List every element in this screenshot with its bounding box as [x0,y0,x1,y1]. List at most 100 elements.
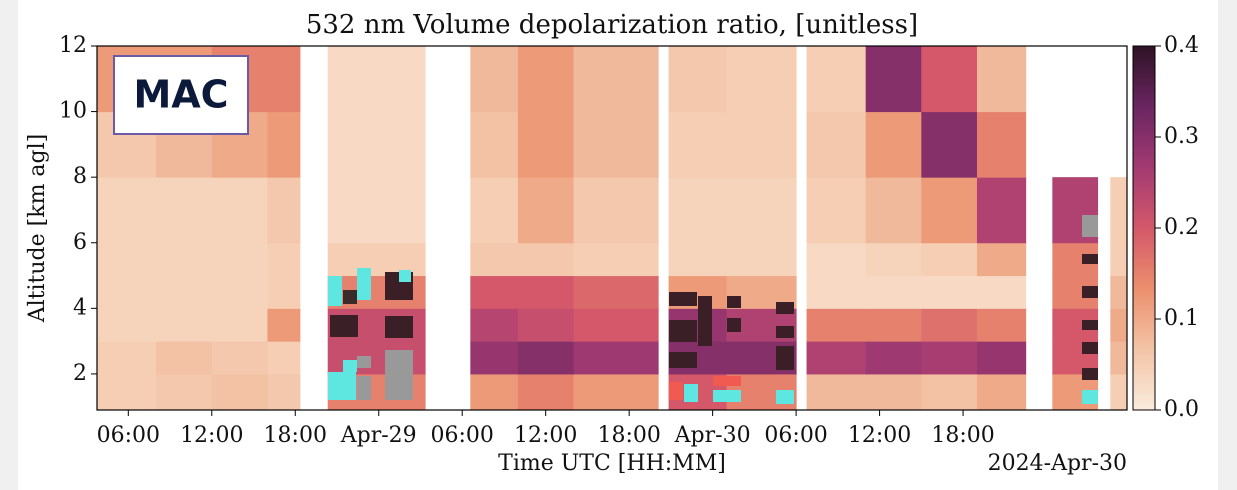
heatmap-cell [267,373,301,411]
heatmap-cell [1110,275,1128,309]
x-tick-label: 12:00 [514,423,577,448]
heatmap-cell [211,341,268,375]
plot-frame [96,45,1128,411]
heatmap-cell [573,177,659,244]
heatmap-cell [573,46,659,113]
heatmap-cell [156,275,213,309]
annotation: MAC [133,73,228,117]
heatmap-cell [156,242,213,277]
heatmap-cell [156,373,213,411]
heatmap-cell [573,242,659,277]
x-tick-label: 06:00 [97,423,160,448]
x-tick-label: 06:00 [764,423,827,448]
heatmap-cell [267,275,301,309]
heatmap-cell [267,111,301,178]
heatmap-cell [97,275,157,309]
heatmap-cell [976,341,1027,375]
x-axis-label: Time UTC [HH:MM] [498,451,726,476]
x-tick-label: 18:00 [264,423,327,448]
y-tick-label: 6 [73,230,87,255]
heatmap-cell [865,373,922,411]
heatmap-cell [573,341,659,375]
heatmap-cell [865,308,922,342]
heatmap-cell [806,308,867,342]
heatmap-cell [517,242,575,277]
heatmap-cell [921,275,978,309]
heatmap-cell [267,341,301,375]
heatmap-cell [517,111,575,178]
heatmap-cell [921,373,978,411]
heatmap-cell [470,341,519,375]
heatmap-cell [865,111,922,178]
heatmap-cell [865,242,922,277]
heatmap-cell [1110,177,1128,244]
colorbar-tick-label: 0.0 [1164,397,1199,422]
heatmap-cell [668,177,728,244]
heatmap-cell [211,242,268,277]
colorbar-tick-label: 0.1 [1164,306,1199,331]
heatmap-cell [327,46,426,113]
heatmap-cell [806,341,867,375]
chart-title: 532 nm Volume depolarization ratio, [uni… [306,10,918,40]
heatmap-cell [976,177,1027,244]
x-tick-label: Apr-29 [340,423,417,448]
heatmap-cell [156,341,213,375]
y-axis-label: Altitude [km agl] [25,134,50,324]
heatmap-cell [211,373,268,411]
heatmap-cell [976,308,1027,342]
heatmap-cell [573,111,659,178]
heatmap-cell [976,373,1027,411]
heatmap-cell [921,308,978,342]
x-tick-label: 12:00 [180,423,243,448]
y-tick-label: 10 [59,99,87,124]
heatmap-cell [327,111,426,178]
heatmap-cell [573,308,659,342]
heatmap-cell [156,308,213,342]
heatmap-cell [976,111,1027,178]
heatmap-cell [806,177,867,244]
heatmap-cell [726,111,797,178]
heatmap-cell [865,46,922,113]
heatmap-cell [97,341,157,375]
heatmap-cell [470,242,519,277]
heatmap-cell [726,242,797,277]
heatmap-cell [573,373,659,411]
x-tick-label: 18:00 [931,423,994,448]
heatmap-cell [668,242,728,277]
heatmap-cell [573,275,659,309]
heatmap-cell [1110,308,1128,342]
heatmap-cell [517,373,575,411]
heatmap-cell [470,373,519,411]
heatmap-cell [865,275,922,309]
heatmap-cell [865,341,922,375]
heatmap-cell [921,111,978,178]
heatmap-cell [470,111,519,178]
y-tick-label: 8 [73,164,87,189]
heatmap-cell [97,373,157,411]
heatmap-cell [1110,242,1128,277]
heatmap-cell [267,242,301,277]
heatmap-cell [517,46,575,113]
heatmap-cell [211,308,268,342]
heatmap-cell [470,177,519,244]
y-tick-label: 12 [59,33,87,58]
heatmap-cell [921,177,978,244]
x-tick-label: 18:00 [597,423,660,448]
x-offset-label: 2024-Apr-30 [988,451,1127,476]
heatmap-cell [668,111,728,178]
x-tick-label: Apr-30 [674,423,751,448]
heatmap-cell [726,46,797,113]
heatmap-cell [156,177,213,244]
heatmap-cell [97,177,157,244]
heatmap-cell [726,177,797,244]
heatmap-cell [976,242,1027,277]
heatmap-cell [921,46,978,113]
heatmap-cell [1110,373,1128,411]
heatmap-cell [211,177,268,244]
heatmap-cell [806,111,867,178]
x-tick-label: 12:00 [848,423,911,448]
heatmap-cell [470,308,519,342]
heatmap-cell [806,242,867,277]
colorbar-tick-label: 0.3 [1164,124,1199,149]
